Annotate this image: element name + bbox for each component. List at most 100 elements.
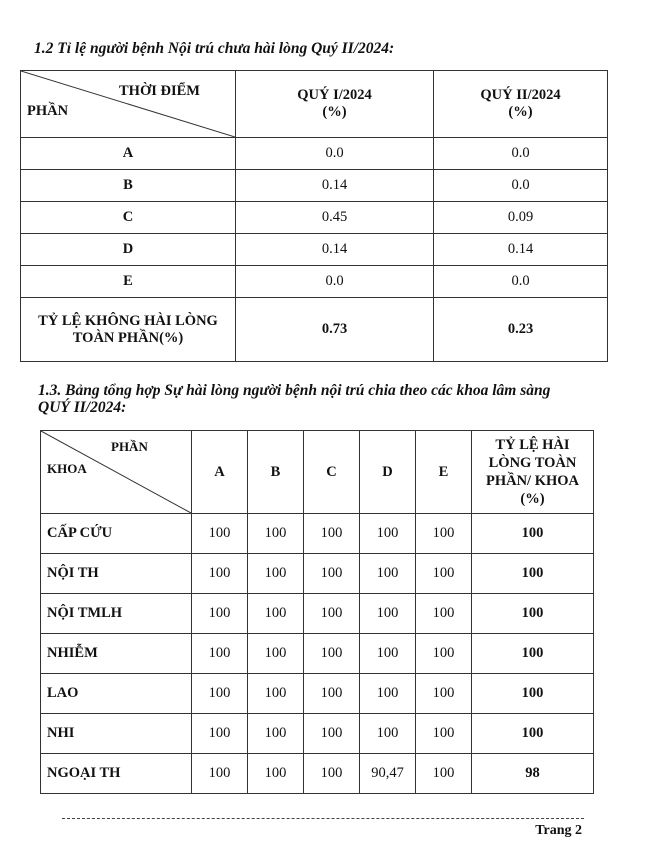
- score-cell: 90,47: [359, 753, 416, 794]
- header-department: KHOA: [47, 461, 87, 476]
- q1-value: 0.14: [235, 169, 434, 202]
- header-q2: QUÝ II/2024 (%): [433, 70, 608, 138]
- score-cell: 100: [303, 513, 360, 554]
- q2-value: 0.0: [433, 137, 608, 170]
- score-cell: 100: [359, 673, 416, 714]
- total-cell: 100: [471, 673, 594, 714]
- footer-divider: [62, 818, 584, 819]
- department-name: NỘI TMLH: [40, 593, 192, 634]
- header-part: PHẦN: [111, 439, 148, 454]
- total-q2: 0.23: [433, 297, 608, 362]
- part-label: E: [20, 265, 236, 298]
- q2-value: 0.0: [433, 265, 608, 298]
- score-cell: 100: [415, 633, 472, 674]
- header-col-e: E: [415, 430, 472, 514]
- department-name: NỘI TH: [40, 553, 192, 594]
- department-name: NHIỄM: [40, 633, 192, 674]
- part-label: B: [20, 169, 236, 202]
- score-cell: 100: [303, 553, 360, 594]
- header-col-a: A: [191, 430, 248, 514]
- header-q1: QUÝ I/2024 (%): [235, 70, 434, 138]
- q1-value: 0.0: [235, 137, 434, 170]
- score-cell: 100: [247, 633, 304, 674]
- score-cell: 100: [191, 593, 248, 634]
- q1-value: 0.14: [235, 233, 434, 266]
- page-number: Trang 2: [535, 823, 582, 838]
- score-cell: 100: [415, 673, 472, 714]
- table-row: NỘI TH 100 100 100 100 100 100: [40, 553, 594, 594]
- q2-value: 0.09: [433, 201, 608, 234]
- table-row: D 0.14 0.14: [20, 233, 608, 266]
- total-cell: 100: [471, 593, 594, 634]
- score-cell: 100: [415, 753, 472, 794]
- score-cell: 100: [303, 633, 360, 674]
- department-name: LAO: [40, 673, 192, 714]
- score-cell: 100: [415, 513, 472, 554]
- department-name: CẤP CỨU: [40, 513, 192, 554]
- section-1-title: 1.2 Tỉ lệ người bệnh Nội trú chưa hài lò…: [34, 40, 395, 57]
- header-col-b: B: [247, 430, 304, 514]
- q1-value: 0.0: [235, 265, 434, 298]
- table-row: A 0.0 0.0: [20, 137, 608, 170]
- diagonal-header-cell: PHẦN KHOA: [40, 430, 192, 514]
- department-name: NHI: [40, 713, 192, 754]
- score-cell: 100: [359, 593, 416, 634]
- total-q1: 0.73: [235, 297, 434, 362]
- score-cell: 100: [191, 673, 248, 714]
- header-col-c: C: [303, 430, 360, 514]
- score-cell: 100: [191, 753, 248, 794]
- table-row: NỘI TMLH 100 100 100 100 100 100: [40, 593, 594, 634]
- q2-value: 0.14: [433, 233, 608, 266]
- table-row: NHIỄM 100 100 100 100 100 100: [40, 633, 594, 674]
- total-cell: 100: [471, 633, 594, 674]
- part-label: C: [20, 201, 236, 234]
- score-cell: 100: [303, 593, 360, 634]
- score-cell: 100: [247, 673, 304, 714]
- score-cell: 100: [247, 553, 304, 594]
- department-satisfaction-table: PHẦN KHOA A B C D E TỶ LỆ HÀI LÒNG TOÀN PHẦN/ K…: [40, 430, 594, 794]
- table-row: C 0.45 0.09: [20, 201, 608, 234]
- dissatisfaction-table: THỜI ĐIỂM PHẦN QUÝ I/2024 (%) QUÝ II/2024…: [20, 70, 608, 362]
- score-cell: 100: [191, 513, 248, 554]
- score-cell: 100: [303, 673, 360, 714]
- score-cell: 100: [247, 713, 304, 754]
- score-cell: 100: [191, 713, 248, 754]
- score-cell: 100: [247, 593, 304, 634]
- header-total: TỶ LỆ HÀI LÒNG TOÀN PHẦN/ KHOA (%): [471, 430, 594, 514]
- total-cell: 100: [471, 713, 594, 754]
- header-time: THỜI ĐIỂM: [119, 83, 200, 99]
- header-col-d: D: [359, 430, 416, 514]
- score-cell: 100: [359, 713, 416, 754]
- table-row: LAO 100 100 100 100 100 100: [40, 673, 594, 714]
- score-cell: 100: [415, 713, 472, 754]
- part-label: D: [20, 233, 236, 266]
- q1-value: 0.45: [235, 201, 434, 234]
- total-row: TỶ LỆ KHÔNG HÀI LÒNG TOÀN PHẦN(%) 0.73 0.…: [20, 297, 608, 362]
- table-row: CẤP CỨU 100 100 100 100 100 100: [40, 513, 594, 554]
- score-cell: 100: [415, 593, 472, 634]
- score-cell: 100: [247, 753, 304, 794]
- department-name: NGOẠI TH: [40, 753, 192, 794]
- score-cell: 100: [359, 553, 416, 594]
- header-part: PHẦN: [27, 103, 69, 119]
- table-row: NHI 100 100 100 100 100 100: [40, 713, 594, 754]
- table-row: NGOẠI TH 100 100 100 90,47 100 98: [40, 753, 594, 794]
- q2-value: 0.0: [433, 169, 608, 202]
- total-label: TỶ LỆ KHÔNG HÀI LÒNG TOÀN PHẦN(%): [20, 297, 236, 362]
- section-2-title: 1.3. Bảng tổng hợp Sự hài lòng người bện…: [38, 382, 551, 416]
- score-cell: 100: [415, 553, 472, 594]
- diagonal-header-cell: THỜI ĐIỂM PHẦN: [20, 70, 236, 138]
- score-cell: 100: [303, 713, 360, 754]
- score-cell: 100: [247, 513, 304, 554]
- score-cell: 100: [303, 753, 360, 794]
- table-row: E 0.0 0.0: [20, 265, 608, 298]
- score-cell: 100: [359, 513, 416, 554]
- total-cell: 100: [471, 553, 594, 594]
- score-cell: 100: [359, 633, 416, 674]
- part-label: A: [20, 137, 236, 170]
- table-row: B 0.14 0.0: [20, 169, 608, 202]
- total-cell: 98: [471, 753, 594, 794]
- total-cell: 100: [471, 513, 594, 554]
- score-cell: 100: [191, 633, 248, 674]
- score-cell: 100: [191, 553, 248, 594]
